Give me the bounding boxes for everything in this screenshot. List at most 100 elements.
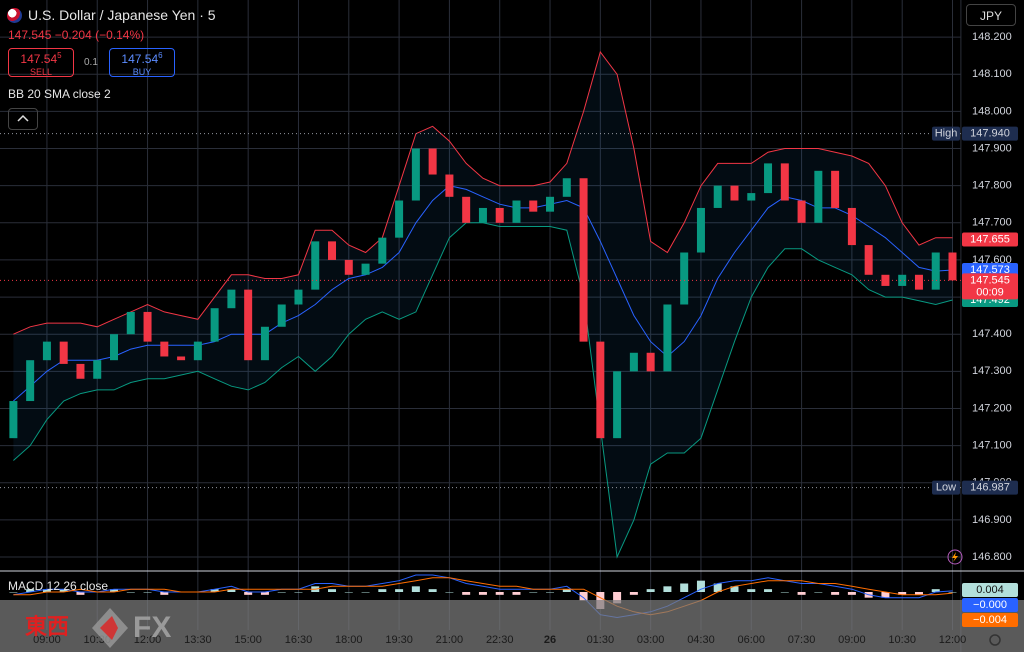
candle-body [629,352,638,372]
macd-hist [512,592,521,595]
candle-body [546,196,555,212]
price-badge-label: 147.655 [970,233,1010,245]
macd-hist [378,589,387,592]
candle-body [177,356,186,361]
candle-body [294,289,303,305]
price-badge [962,480,1018,495]
macd-hist [629,592,638,595]
price-badge [962,126,1018,141]
macd-hist [210,589,219,592]
macd-hist [663,586,672,592]
macd-hist [160,592,169,595]
macd-hist [59,589,68,592]
macd-macd [13,574,953,619]
x-tick-label: 19:30 [385,634,413,646]
macd-hist [881,592,890,598]
macd-hist [747,589,756,592]
candle-body [831,170,840,208]
macd-hist [478,592,487,595]
candle-body [328,241,337,260]
buy-button[interactable]: 147.546 BUY [109,48,175,77]
price-badge-label: 147.573 [970,264,1010,276]
candle-body [260,326,269,361]
macd-badge-label: −0.000 [973,599,1007,611]
bb-lower [13,222,953,559]
macd-hist [411,586,420,592]
x-tick-label: 07:30 [788,634,816,646]
candle-body [445,174,454,197]
candle-body [696,207,705,253]
y-tick-label: 147.800 [972,180,1012,192]
bb-basis [13,185,953,402]
sell-price: 147.54 [20,52,58,66]
macd-hist [814,592,823,593]
macd-hist [361,592,370,593]
macd-badge-label: −0.004 [973,614,1007,626]
collapse-button[interactable] [8,108,38,130]
badge-tag-label: High [935,128,958,140]
price-badge-label: 146.987 [970,481,1010,493]
macd-hist [529,592,538,593]
countdown: 00:09 [976,286,1004,298]
macd-hist [646,589,655,592]
price-change: 147.545 −0.204 (−0.14%) [8,28,145,42]
badge-tag-label: Low [936,481,956,493]
candle-body [76,363,85,379]
candle-body [764,163,773,194]
candle-body [277,304,286,327]
bb-upper [13,50,953,335]
macd-hist [110,589,119,592]
candle-body [713,185,722,208]
candle-body [797,200,806,223]
sell-button[interactable]: 147.545 SELL [8,48,74,77]
candle-body [814,170,823,223]
candle-body [847,207,856,246]
currency-button[interactable]: JPY [966,4,1016,26]
macd-legend[interactable]: MACD 12 26 close [8,579,109,593]
candle-body [914,274,923,290]
macd-hist [445,592,454,593]
y-tick-label: 147.700 [972,217,1012,229]
x-tick-label: 03:00 [637,634,665,646]
candle-body [411,148,420,201]
candle-body [311,241,320,290]
candle-body [361,263,370,275]
bottom-overlay [0,600,1024,652]
settings-icon [989,634,1001,646]
candle-body [613,371,622,439]
x-tick-label: 22:30 [486,634,514,646]
macd-hist [898,592,907,595]
candle-body [42,341,51,361]
macd-hist [395,589,404,592]
macd-hist [260,592,269,595]
macd-hist [948,592,957,593]
candle-body [646,352,655,372]
candle-body [244,289,253,361]
x-tick-label: 12:00 [134,634,162,646]
macd-hist [780,592,789,593]
macd-hist [42,589,51,592]
y-tick-label: 148.100 [972,68,1012,80]
candle-body [881,274,890,286]
alert-icon [947,549,963,565]
macd-hist [227,589,236,592]
candle-body [663,304,672,372]
macd-signal [13,577,953,616]
bb-legend[interactable]: BB 20 SMA close 2 [8,87,111,101]
y-tick-label: 148.000 [972,105,1012,117]
macd-hist [143,592,152,593]
macd-hist [696,580,705,592]
price-badge-label: 147.940 [970,128,1010,140]
candle-body [495,207,504,223]
macd-hist [797,592,806,595]
candle-body [26,360,35,402]
price-badge-label: 147.545 [970,274,1010,286]
candle-body [462,196,471,223]
symbol-title[interactable]: U.S. Dollar / Japanese Yen · 5 [28,7,216,23]
candle-body [9,401,18,439]
badge-tag [932,126,960,141]
macd-hist [914,592,923,595]
macd-hist [277,592,286,593]
